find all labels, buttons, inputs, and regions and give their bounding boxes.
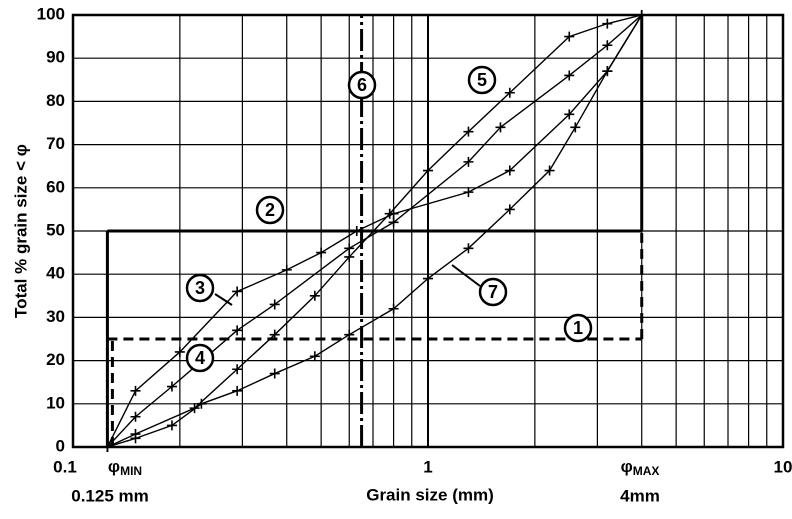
label-circle xyxy=(467,65,497,95)
point-marker xyxy=(423,165,433,176)
point-marker xyxy=(463,126,474,137)
point-marker xyxy=(344,243,355,254)
x-axis-label: Grain size (mm) xyxy=(366,485,494,504)
min-size-label: 0.125 mm xyxy=(71,486,149,505)
y-tick-label: 90 xyxy=(46,48,65,67)
phi-sub: MAX xyxy=(633,464,660,478)
circled-label: 7 xyxy=(488,282,498,302)
point-marker xyxy=(384,208,395,219)
label-circle xyxy=(185,273,215,303)
point-marker xyxy=(232,364,243,375)
point-marker xyxy=(602,66,613,77)
y-tick-label: 20 xyxy=(46,350,65,369)
point-marker xyxy=(602,40,613,51)
x-tick-label: 0.1 xyxy=(53,457,77,476)
point-marker xyxy=(130,411,141,422)
point-marker xyxy=(130,385,141,396)
label-circle xyxy=(478,277,508,307)
phi-sub: MIN xyxy=(120,464,142,478)
x-tick-label: 1 xyxy=(423,457,432,476)
point-marker xyxy=(351,226,362,236)
series-line xyxy=(106,14,643,448)
phi-symbol: φ xyxy=(621,457,633,476)
point-marker xyxy=(564,31,575,42)
y-tick-label: 60 xyxy=(46,177,65,196)
circled-label: 2 xyxy=(265,200,275,220)
y-tick-label: 80 xyxy=(46,91,65,110)
point-marker xyxy=(130,433,141,444)
label-circle xyxy=(255,195,285,225)
point-marker xyxy=(281,264,292,275)
circled-label: 6 xyxy=(357,75,367,95)
point-marker xyxy=(504,87,515,98)
label-circle xyxy=(347,70,377,100)
y-tick-label: 10 xyxy=(46,393,65,412)
plot-frame xyxy=(71,13,785,449)
point-marker xyxy=(269,329,280,340)
point-marker xyxy=(102,442,113,452)
point-marker xyxy=(636,10,647,20)
point-marker xyxy=(196,398,207,409)
series-line xyxy=(107,14,643,448)
y-tick-label: 70 xyxy=(46,134,65,153)
point-marker xyxy=(174,346,185,357)
point-marker xyxy=(388,303,399,314)
circled-label: 3 xyxy=(195,278,205,298)
point-marker xyxy=(463,243,474,254)
max-size-label: 4mm xyxy=(620,486,660,505)
point-marker xyxy=(269,299,280,310)
pointer xyxy=(214,293,233,306)
point-marker xyxy=(495,122,506,133)
point-marker xyxy=(344,329,355,340)
circled-label: 4 xyxy=(195,348,205,368)
circled-label: 1 xyxy=(573,318,583,338)
point-marker xyxy=(309,290,320,301)
point-marker xyxy=(269,368,280,379)
label-circle xyxy=(563,313,593,343)
point-marker xyxy=(544,165,555,176)
point-marker xyxy=(564,70,575,81)
pointer xyxy=(451,264,481,287)
point-marker xyxy=(166,420,177,431)
phi-min-label: φMIN xyxy=(108,457,142,478)
y-tick-label: 30 xyxy=(46,307,65,326)
label-circle xyxy=(185,343,215,373)
y-tick-label: 0 xyxy=(56,436,65,455)
point-marker xyxy=(232,286,243,297)
point-marker xyxy=(463,156,474,167)
y-tick-label: 100 xyxy=(37,4,65,23)
x-tick-label: 10 xyxy=(774,457,792,476)
point-marker xyxy=(232,385,243,396)
point-marker xyxy=(504,165,515,176)
point-marker xyxy=(463,187,474,198)
circled-label: 5 xyxy=(477,70,487,90)
point-marker xyxy=(316,247,327,258)
point-marker xyxy=(564,109,575,120)
point-marker xyxy=(388,217,399,228)
point-marker xyxy=(504,204,515,215)
y-tick-label: 40 xyxy=(46,264,65,283)
point-marker xyxy=(166,381,177,392)
y-axis-label: Total % grain size < φ xyxy=(11,144,30,318)
point-marker xyxy=(570,122,581,133)
point-marker xyxy=(344,251,355,262)
point-marker xyxy=(309,351,320,362)
phi-symbol: φ xyxy=(108,457,120,476)
y-tick-label: 50 xyxy=(46,220,65,239)
point-marker xyxy=(602,18,613,29)
point-marker xyxy=(232,325,243,336)
point-marker xyxy=(423,273,433,284)
phi-max-label: φMAX xyxy=(621,457,660,478)
